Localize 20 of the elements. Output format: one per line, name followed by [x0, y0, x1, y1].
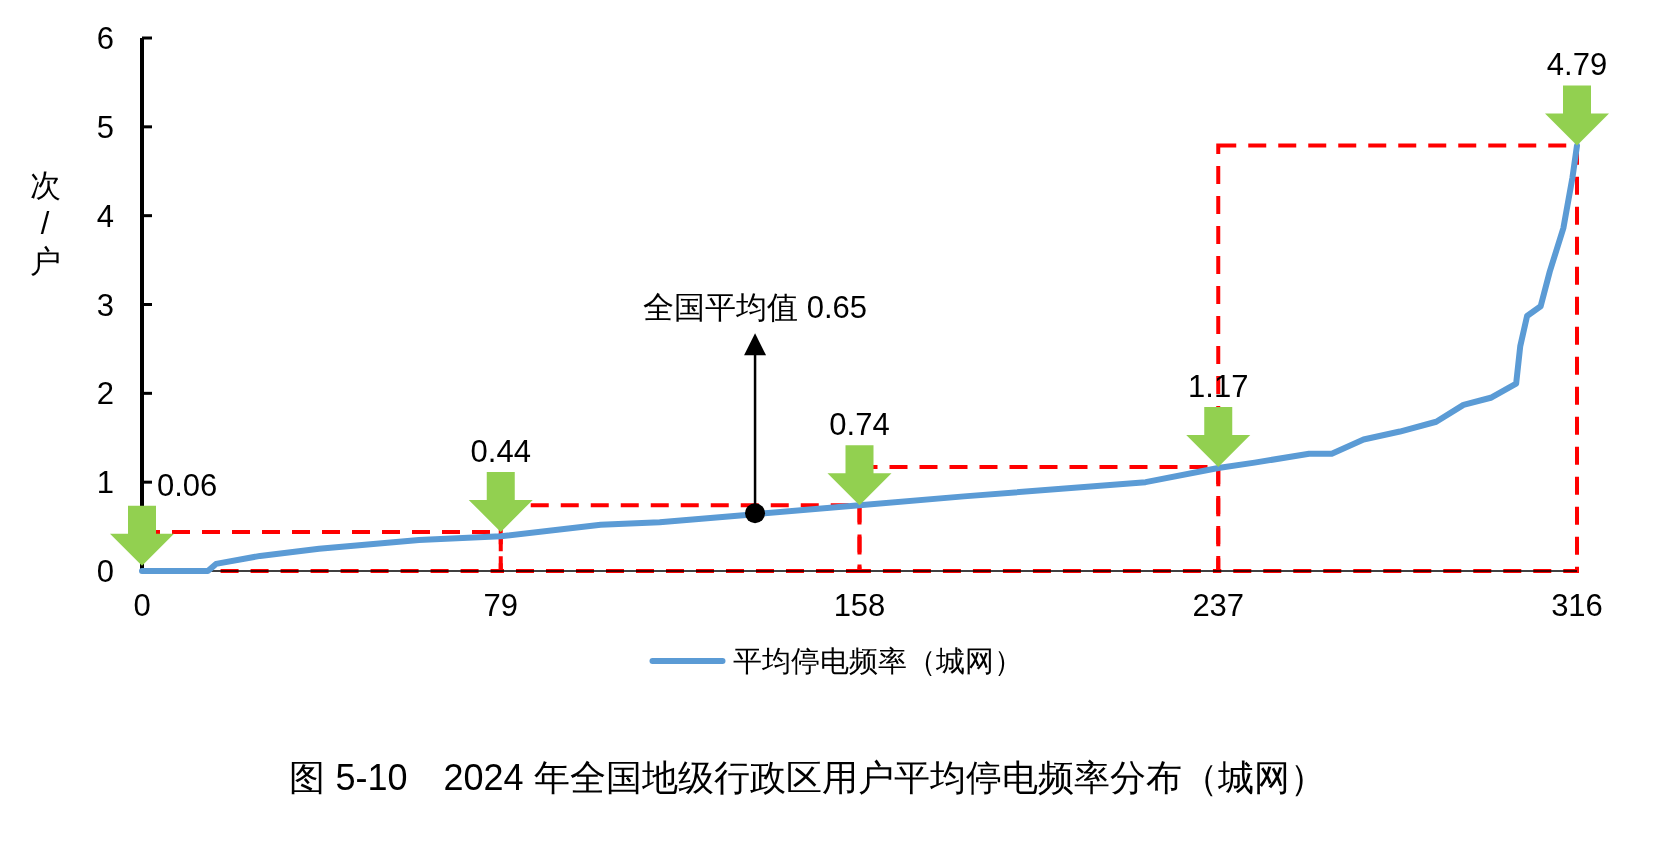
annotation: 0.44: [470, 433, 531, 469]
legend-label: 平均停电频率（城网）: [732, 645, 1023, 677]
y-tick-label: 4: [96, 198, 114, 234]
annotation: 0.74: [829, 407, 890, 443]
x-tick-label: 0: [133, 588, 151, 623]
x-tick-label: 237: [1192, 588, 1245, 623]
y-tick-label: 5: [96, 109, 114, 145]
y-tick-label: 1: [96, 465, 114, 501]
x-tick-label: 316: [1551, 588, 1603, 623]
x-tick-label: 79: [483, 588, 518, 623]
x-tick-label: 158: [833, 588, 886, 623]
y-tick-label: 0: [96, 554, 114, 589]
annotation: 0.06: [157, 467, 218, 503]
y-tick-label: 6: [96, 21, 114, 56]
text: 图 5-10 2024 年全国地级行政区用户平均停电频率分布（城网）: [289, 757, 1326, 798]
annotation: 全国平均值 0.65: [643, 290, 868, 326]
annotation: 4.79: [1546, 47, 1608, 83]
y-tick-label: 2: [96, 376, 114, 412]
y-tick-label: 3: [96, 287, 114, 323]
y-axis-title: 次/户: [29, 167, 61, 279]
